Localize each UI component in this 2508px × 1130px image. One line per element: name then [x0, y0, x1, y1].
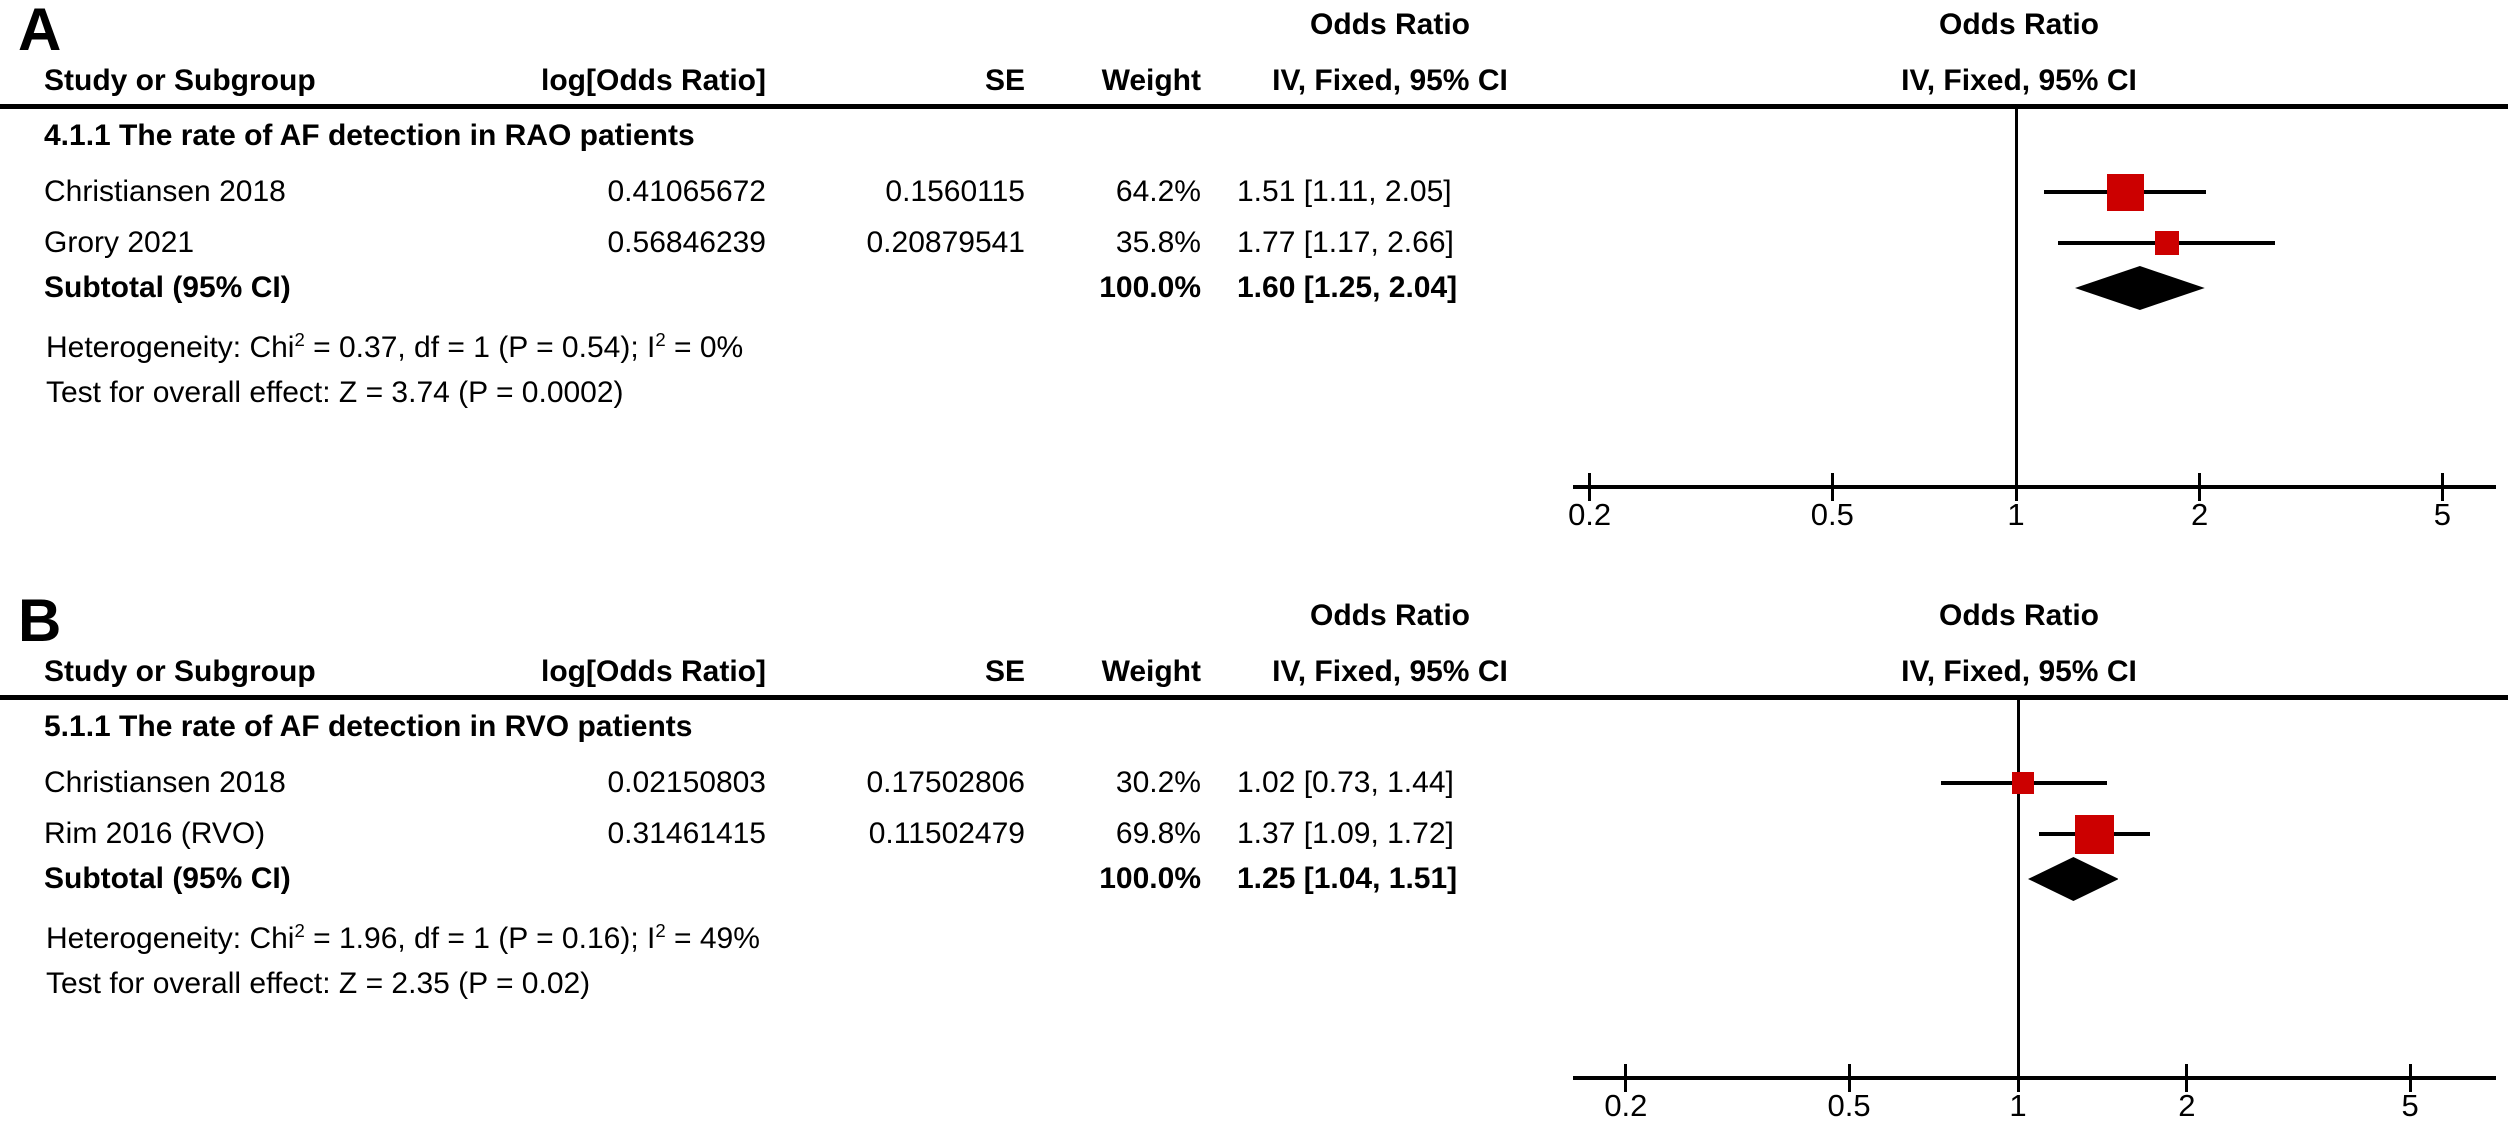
column-header-log-odds-ratio: log[Odds Ratio]	[541, 655, 766, 688]
subtotal-or-ci: 1.60 [1.25, 2.04]	[1237, 271, 1458, 304]
study-or-ci: 1.77 [1.17, 2.66]	[1237, 226, 1454, 259]
axis-tick	[2440, 473, 2444, 501]
plot-header-effect-subtitle: IV, Fixed, 95% CI	[1901, 64, 2137, 97]
study-se: 0.20879541	[866, 226, 1026, 259]
subtotal-weight: 100.0%	[1099, 271, 1201, 304]
plot-axis	[1573, 485, 2496, 489]
header-underline	[0, 695, 2508, 700]
header-underline	[0, 104, 2508, 109]
study-or-ci: 1.37 [1.09, 1.72]	[1237, 817, 1454, 850]
study-log-or: 0.31461415	[607, 817, 767, 850]
axis-tick-label: 0.2	[1568, 497, 1612, 532]
effect-square	[2106, 173, 2144, 211]
axis-tick	[1847, 1064, 1851, 1092]
column-header-effect-subtitle: IV, Fixed, 95% CI	[1272, 64, 1508, 97]
axis-tick-label: 2	[2178, 1088, 2196, 1123]
subgroup-heading: 4.1.1 The rate of AF detection in RAO pa…	[44, 119, 695, 152]
study-se: 0.17502806	[866, 766, 1026, 799]
effect-square	[2075, 814, 2115, 854]
het-text-part: Heterogeneity: Chi	[46, 331, 295, 364]
het-text-part: = 1.96, df = 1 (P = 0.16); I	[304, 922, 656, 955]
subtotal-label: Subtotal (95% CI)	[44, 862, 291, 895]
plot-axis	[1573, 1076, 2496, 1080]
panel-label: A	[18, 0, 62, 63]
het-superscript: 2	[655, 329, 666, 350]
axis-tick	[2014, 473, 2018, 501]
subtotal-diamond	[2075, 266, 2205, 310]
heterogeneity-text: Heterogeneity: Chi2 = 1.96, df = 1 (P = …	[46, 920, 760, 956]
axis-tick-label: 5	[2401, 1088, 2419, 1123]
study-name: Rim 2016 (RVO)	[44, 817, 266, 850]
study-log-or: 0.41065672	[607, 175, 767, 208]
heterogeneity-text: Heterogeneity: Chi2 = 0.37, df = 1 (P = …	[46, 329, 744, 365]
column-header-effect-subtitle: IV, Fixed, 95% CI	[1272, 655, 1508, 688]
axis-tick-label: 0.5	[1810, 497, 1854, 532]
plot-header-effect-subtitle: IV, Fixed, 95% CI	[1901, 655, 2137, 688]
study-name: Grory 2021	[44, 226, 195, 259]
subtotal-diamond	[2027, 857, 2119, 901]
panel-label: B	[18, 587, 62, 654]
axis-tick	[1588, 473, 1592, 501]
study-name: Christiansen 2018	[44, 766, 286, 799]
axis-tick	[2185, 1064, 2189, 1092]
axis-tick-label: 1	[2007, 497, 2025, 532]
axis-tick	[1830, 473, 1834, 501]
study-weight: 64.2%	[1115, 175, 1201, 208]
axis-tick	[2408, 1064, 2412, 1092]
column-header-effect-title: Odds Ratio	[1309, 8, 1470, 41]
panel-b: B Odds Ratio Odds Ratio Study or Subgrou…	[0, 591, 2508, 1130]
study-or-ci: 1.02 [0.73, 1.44]	[1237, 766, 1454, 799]
column-header-study: Study or Subgroup	[44, 64, 316, 97]
subgroup-heading: 5.1.1 The rate of AF detection in RVO pa…	[44, 710, 693, 743]
plot-header-effect-title: Odds Ratio	[1938, 8, 2099, 41]
study-se: 0.11502479	[868, 817, 1025, 850]
het-superscript: 2	[294, 920, 305, 941]
study-name: Christiansen 2018	[44, 175, 286, 208]
het-superscript: 2	[655, 920, 666, 941]
axis-tick-label: 2	[2191, 497, 2209, 532]
overall-effect-text: Test for overall effect: Z = 3.74 (P = 0…	[46, 376, 624, 409]
null-line	[2014, 107, 2018, 501]
column-header-se: SE	[984, 655, 1025, 688]
het-text-part: = 0%	[665, 331, 744, 364]
forest-plot-area: 0.2 0.5 1 2 5	[1568, 107, 2496, 532]
column-header-study: Study or Subgroup	[44, 655, 316, 688]
null-line	[2016, 698, 2020, 1092]
study-or-ci: 1.51 [1.11, 2.05]	[1237, 175, 1452, 208]
column-header-weight: Weight	[1101, 655, 1201, 688]
axis-tick-label: 0.5	[1827, 1088, 1871, 1123]
column-header-weight: Weight	[1101, 64, 1201, 97]
het-superscript: 2	[294, 329, 305, 350]
subtotal-diamond-shape	[2075, 266, 2205, 310]
study-log-or: 0.02150803	[607, 766, 767, 799]
subtotal-label: Subtotal (95% CI)	[44, 271, 291, 304]
column-header-effect-title: Odds Ratio	[1309, 599, 1470, 632]
column-header-log-odds-ratio: log[Odds Ratio]	[541, 64, 766, 97]
het-text-part: Heterogeneity: Chi	[46, 922, 295, 955]
het-text-part: = 49%	[665, 922, 760, 955]
study-weight: 35.8%	[1115, 226, 1201, 259]
study-weight: 69.8%	[1115, 817, 1201, 850]
effect-square	[2155, 231, 2180, 255]
overall-effect-text: Test for overall effect: Z = 2.35 (P = 0…	[46, 967, 591, 1000]
panel-a: A Odds Ratio Odds Ratio Study or Subgrou…	[0, 0, 2508, 532]
study-log-or: 0.56846239	[607, 226, 767, 259]
axis-tick	[2198, 473, 2202, 501]
effect-square	[2011, 772, 2034, 794]
column-header-se: SE	[984, 64, 1025, 97]
subtotal-diamond-shape	[2027, 857, 2119, 901]
axis-tick-label: 1	[2009, 1088, 2027, 1123]
axis-tick	[2016, 1064, 2020, 1092]
axis-tick-label: 0.2	[1604, 1088, 1648, 1123]
plot-header-effect-title: Odds Ratio	[1938, 599, 2099, 632]
study-se: 0.1560115	[885, 175, 1025, 208]
subtotal-or-ci: 1.25 [1.04, 1.51]	[1237, 862, 1458, 895]
forest-plot-area: 0.2 0.5 1 2 5	[0, 591, 2508, 1130]
axis-tick	[1624, 1064, 1628, 1092]
het-text-part: = 0.37, df = 1 (P = 0.54); I	[304, 331, 656, 364]
study-weight: 30.2%	[1115, 766, 1201, 799]
subtotal-weight: 100.0%	[1099, 862, 1201, 895]
axis-tick-label: 5	[2433, 497, 2451, 532]
